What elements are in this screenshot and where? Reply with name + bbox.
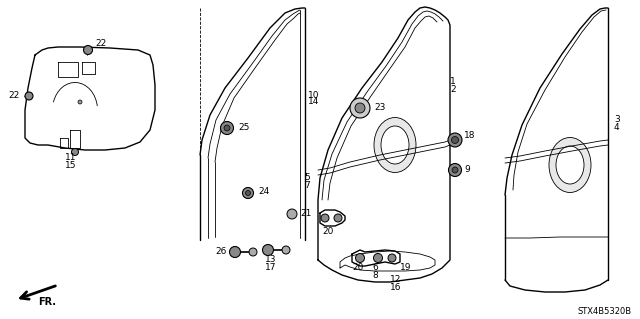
Text: 23: 23 — [374, 102, 385, 112]
Text: 3: 3 — [614, 115, 620, 124]
Circle shape — [224, 125, 230, 131]
Circle shape — [230, 247, 241, 257]
Text: 2: 2 — [450, 85, 456, 94]
Circle shape — [246, 190, 250, 196]
Text: 20: 20 — [352, 263, 364, 272]
Text: 20: 20 — [322, 227, 333, 236]
Circle shape — [72, 149, 79, 155]
Text: 21: 21 — [300, 209, 312, 218]
Text: 6: 6 — [372, 263, 378, 272]
Text: 16: 16 — [390, 284, 401, 293]
Text: 14: 14 — [308, 98, 319, 107]
Text: 22: 22 — [95, 40, 106, 48]
Circle shape — [451, 137, 458, 144]
Circle shape — [355, 254, 365, 263]
Circle shape — [249, 248, 257, 256]
Text: 7: 7 — [304, 182, 310, 190]
Ellipse shape — [556, 146, 584, 184]
Text: 10: 10 — [308, 91, 319, 100]
Text: 5: 5 — [304, 174, 310, 182]
Text: 22: 22 — [8, 91, 19, 100]
Text: 18: 18 — [464, 131, 476, 140]
Text: 19: 19 — [400, 263, 412, 272]
Text: 24: 24 — [258, 188, 269, 197]
Circle shape — [321, 214, 329, 222]
Ellipse shape — [549, 137, 591, 192]
Circle shape — [374, 254, 383, 263]
Circle shape — [452, 167, 458, 173]
Circle shape — [78, 100, 82, 104]
Text: 15: 15 — [65, 160, 77, 169]
Text: STX4B5320B: STX4B5320B — [578, 307, 632, 315]
Text: 13: 13 — [265, 256, 276, 264]
Text: 8: 8 — [372, 271, 378, 280]
Text: 9: 9 — [464, 166, 470, 174]
Circle shape — [287, 209, 297, 219]
Ellipse shape — [381, 126, 409, 164]
Circle shape — [221, 122, 234, 135]
Circle shape — [25, 92, 33, 100]
Text: FR.: FR. — [38, 297, 56, 307]
Text: 1: 1 — [450, 78, 456, 86]
Text: 26: 26 — [215, 248, 227, 256]
Text: 17: 17 — [265, 263, 276, 272]
Circle shape — [355, 103, 365, 113]
Ellipse shape — [374, 117, 416, 173]
Circle shape — [334, 214, 342, 222]
Circle shape — [282, 246, 290, 254]
Circle shape — [262, 244, 273, 256]
Text: 4: 4 — [614, 123, 620, 132]
Text: 25: 25 — [238, 122, 250, 131]
Circle shape — [350, 98, 370, 118]
Text: 11: 11 — [65, 153, 77, 162]
Text: 12: 12 — [390, 276, 401, 285]
Circle shape — [243, 188, 253, 198]
Circle shape — [448, 133, 462, 147]
Circle shape — [83, 46, 93, 55]
Circle shape — [388, 254, 396, 262]
Circle shape — [449, 164, 461, 176]
